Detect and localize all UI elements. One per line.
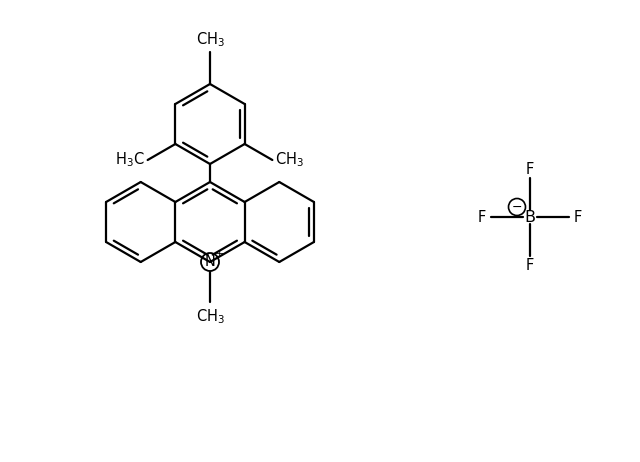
- Text: F: F: [526, 162, 534, 176]
- Text: CH$_3$: CH$_3$: [195, 30, 225, 49]
- Text: +: +: [214, 249, 224, 259]
- Text: F: F: [574, 209, 582, 225]
- Text: N: N: [205, 255, 216, 269]
- Text: −: −: [512, 201, 522, 213]
- Text: F: F: [478, 209, 486, 225]
- Text: H$_3$C: H$_3$C: [115, 151, 145, 170]
- Text: CH$_3$: CH$_3$: [195, 307, 225, 326]
- Text: F: F: [526, 257, 534, 273]
- Text: CH$_3$: CH$_3$: [275, 151, 305, 170]
- Text: B: B: [525, 209, 536, 225]
